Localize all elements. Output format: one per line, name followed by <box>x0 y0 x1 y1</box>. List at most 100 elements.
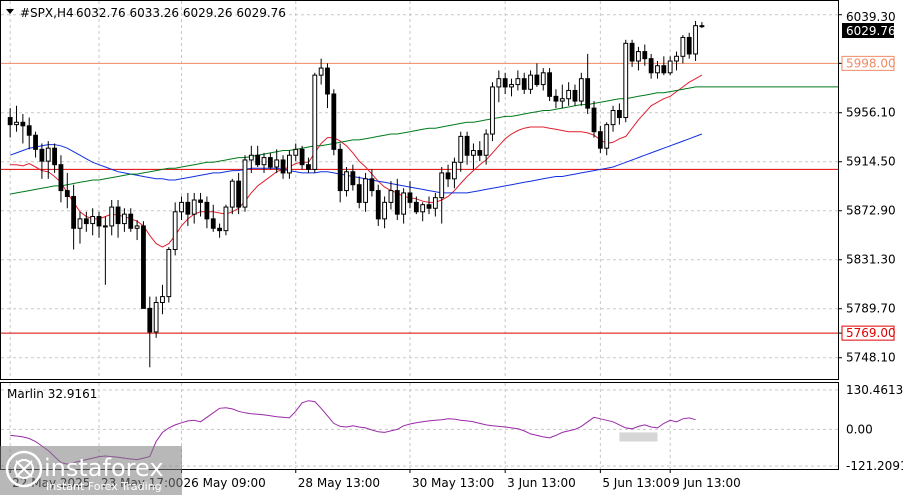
symbol-dropdown-icon[interactable] <box>6 9 14 14</box>
candle <box>578 72 584 106</box>
oscillator-panel-frame <box>0 382 839 470</box>
oscillator-tick-label: 0.00 <box>846 422 873 436</box>
candle-body-down <box>375 190 381 220</box>
candle <box>229 178 235 215</box>
candle <box>375 184 381 226</box>
candle <box>172 202 178 256</box>
candle-body-up <box>490 86 495 135</box>
candle <box>648 53 654 79</box>
candle <box>102 216 108 285</box>
candle-body-down <box>198 199 203 203</box>
candle-body-down <box>445 172 451 180</box>
candle-body-up <box>45 147 51 162</box>
candle-body-down <box>26 125 32 136</box>
candle-body-up <box>134 225 140 229</box>
candle <box>14 105 19 132</box>
candle <box>204 196 210 229</box>
candle <box>52 143 57 173</box>
price-axis: 5998.00 5956.10 5914.50 5872.90 5831.30 5789.… <box>838 10 896 365</box>
candle-body-up <box>388 190 394 203</box>
candle <box>64 172 70 209</box>
candle <box>407 181 413 209</box>
candle <box>122 208 127 232</box>
level-price-label: 5998.00 <box>846 56 896 70</box>
candle <box>115 200 121 238</box>
candle <box>58 155 64 203</box>
candle <box>293 143 299 162</box>
candle-body-up <box>166 248 172 298</box>
candle <box>242 155 248 212</box>
candle-body-up <box>458 135 464 163</box>
candle-body-down <box>96 216 102 227</box>
candle-body-down <box>267 157 273 168</box>
candle <box>591 101 597 138</box>
level-price-box <box>841 325 895 341</box>
candle-body-up <box>191 199 197 215</box>
candle-body-down <box>325 67 330 95</box>
candle <box>337 143 343 203</box>
candle-body-down <box>394 190 400 215</box>
candle-body-down <box>39 148 45 162</box>
candle-body-down <box>115 206 121 225</box>
candle <box>464 131 470 165</box>
candle-body-down <box>426 204 432 209</box>
candle-body-up <box>655 65 660 74</box>
candle <box>502 72 508 94</box>
time-tick-label: 5 Jun 13:00 <box>602 476 671 490</box>
symbol-label: #SPX,H4 <box>20 6 74 20</box>
candle-body-up <box>420 204 426 213</box>
candle <box>369 169 375 197</box>
price-grid <box>1 1 838 379</box>
candle <box>236 172 242 215</box>
candle <box>382 196 388 229</box>
candle <box>90 208 96 236</box>
candle <box>401 188 407 224</box>
candle-body-up <box>693 25 698 55</box>
candle <box>26 117 32 150</box>
candle-body-up <box>674 55 679 62</box>
instaforex-watermark: instaforex Instant Forex Trading <box>0 446 182 495</box>
candle <box>287 150 292 179</box>
candle-body-down <box>413 201 419 213</box>
candle-body-up <box>528 74 533 90</box>
candle-body-up <box>401 192 407 215</box>
candle <box>496 70 502 103</box>
candle-body-down <box>141 225 146 309</box>
candle <box>667 56 673 76</box>
oscillator-axis: 130.4613 0.00 -121.2091 <box>846 383 903 473</box>
candle <box>585 53 591 115</box>
candle <box>471 143 476 170</box>
watermark-tagline: Instant Forex Trading <box>46 480 162 493</box>
candle <box>274 149 280 173</box>
oscillator-shaded-box <box>619 432 658 442</box>
candle-body-down <box>648 58 654 74</box>
oscillator-title: Marlin 32.9161 <box>7 387 97 401</box>
candle-body-down <box>686 36 692 55</box>
candle-body-down <box>299 148 305 166</box>
candle <box>267 152 273 170</box>
candle <box>394 178 400 221</box>
candle <box>166 247 172 303</box>
horizontal-levels[interactable] <box>1 62 838 334</box>
candle-body-up <box>318 67 324 76</box>
candle <box>604 122 610 156</box>
candle-body-down <box>210 218 216 229</box>
candle-body-down <box>617 109 622 119</box>
candle <box>185 192 191 226</box>
candle <box>452 157 457 189</box>
candle <box>528 70 533 94</box>
candle-body-up <box>496 78 502 88</box>
candle <box>597 125 603 153</box>
oscillator-highlight <box>619 432 658 442</box>
candle-body-up <box>261 157 267 166</box>
candle-body-up <box>699 25 705 28</box>
ohlc-readout: 6032.76 6033.26 6029.26 6029.76 <box>76 6 286 20</box>
candle-body-down <box>407 192 413 203</box>
candle <box>610 105 616 132</box>
watermark-brand: instaforex <box>44 454 164 482</box>
candle <box>661 56 667 76</box>
candle-body-up <box>122 213 127 225</box>
candle-body-up <box>153 301 159 333</box>
